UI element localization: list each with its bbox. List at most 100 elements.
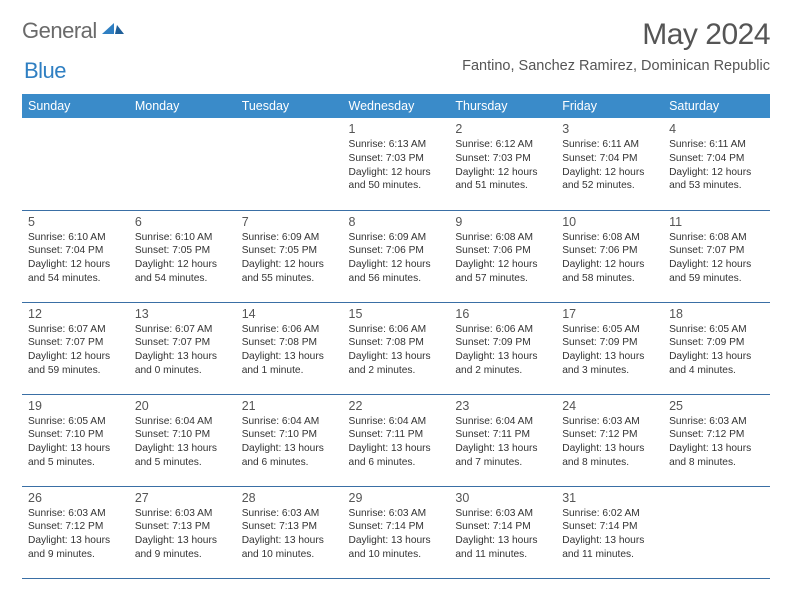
day-info: Sunrise: 6:04 AMSunset: 7:11 PMDaylight:…	[455, 415, 550, 470]
calendar-empty-cell	[663, 486, 770, 578]
calendar-week-row: 12 Sunrise: 6:07 AMSunset: 7:07 PMDayligh…	[22, 302, 770, 394]
calendar-day-cell: 31Sunrise: 6:02 AMSunset: 7:14 PMDayligh…	[556, 486, 663, 578]
calendar-day-cell: 11 Sunrise: 6:08 AMSunset: 7:07 PMDayligh…	[663, 210, 770, 302]
day-number: 23	[455, 399, 550, 413]
day-info: Sunrise: 6:11 AMSunset: 7:04 PMDaylight:…	[669, 138, 764, 193]
day-number: 12	[28, 307, 123, 321]
day-number: 10	[562, 215, 657, 229]
day-number: 4	[669, 122, 764, 136]
calendar-empty-cell	[236, 118, 343, 210]
calendar-day-cell: 9Sunrise: 6:08 AMSunset: 7:06 PMDaylight…	[449, 210, 556, 302]
day-number: 16	[455, 307, 550, 321]
calendar-header-row: SundayMondayTuesdayWednesdayThursdayFrid…	[22, 94, 770, 118]
calendar-day-cell: 30 Sunrise: 6:03 AMSunset: 7:14 PMDayligh…	[449, 486, 556, 578]
day-number: 14	[242, 307, 337, 321]
day-info: Sunrise: 6:04 AMSunset: 7:11 PMDaylight:…	[349, 415, 444, 470]
calendar-day-cell: 19 Sunrise: 6:05 AMSunset: 7:10 PMDayligh…	[22, 394, 129, 486]
calendar-table: SundayMondayTuesdayWednesdayThursdayFrid…	[22, 94, 770, 579]
day-info: Sunrise: 6:03 AMSunset: 7:14 PMDaylight:…	[455, 507, 550, 562]
day-info: Sunrise: 6:03 AMSunset: 7:12 PMDaylight:…	[562, 415, 657, 470]
calendar-week-row: 19 Sunrise: 6:05 AMSunset: 7:10 PMDayligh…	[22, 394, 770, 486]
day-info: Sunrise: 6:05 AMSunset: 7:10 PMDaylight:…	[28, 415, 123, 470]
weekday-header: Friday	[556, 94, 663, 118]
day-info: Sunrise: 6:11 AMSunset: 7:04 PMDaylight:…	[562, 138, 657, 193]
month-year-title: May 2024	[462, 18, 770, 52]
day-number: 30	[455, 491, 550, 505]
day-info: Sunrise: 6:10 AMSunset: 7:05 PMDaylight:…	[135, 231, 230, 286]
day-number: 25	[669, 399, 764, 413]
day-number: 21	[242, 399, 337, 413]
day-info: Sunrise: 6:04 AMSunset: 7:10 PMDaylight:…	[135, 415, 230, 470]
day-number: 26	[28, 491, 123, 505]
calendar-day-cell: 6 Sunrise: 6:10 AMSunset: 7:05 PMDaylight…	[129, 210, 236, 302]
calendar-day-cell: 2Sunrise: 6:12 AMSunset: 7:03 PMDaylight…	[449, 118, 556, 210]
calendar-day-cell: 12 Sunrise: 6:07 AMSunset: 7:07 PMDayligh…	[22, 302, 129, 394]
day-number: 24	[562, 399, 657, 413]
day-info: Sunrise: 6:02 AMSunset: 7:14 PMDaylight:…	[562, 507, 657, 562]
day-number: 8	[349, 215, 444, 229]
day-number: 18	[669, 307, 764, 321]
calendar-day-cell: 8 Sunrise: 6:09 AMSunset: 7:06 PMDaylight…	[343, 210, 450, 302]
day-number: 19	[28, 399, 123, 413]
day-info: Sunrise: 6:07 AMSunset: 7:07 PMDaylight:…	[28, 323, 123, 378]
day-number: 1	[349, 122, 444, 136]
calendar-day-cell: 22 Sunrise: 6:04 AMSunset: 7:11 PMDayligh…	[343, 394, 450, 486]
calendar-day-cell: 1 Sunrise: 6:13 AMSunset: 7:03 PMDaylight…	[343, 118, 450, 210]
calendar-day-cell: 3 Sunrise: 6:11 AMSunset: 7:04 PMDaylight…	[556, 118, 663, 210]
day-number: 6	[135, 215, 230, 229]
day-info: Sunrise: 6:06 AMSunset: 7:09 PMDaylight:…	[455, 323, 550, 378]
day-number: 3	[562, 122, 657, 136]
calendar-week-row: 5Sunrise: 6:10 AMSunset: 7:04 PMDaylight…	[22, 210, 770, 302]
calendar-day-cell: 5Sunrise: 6:10 AMSunset: 7:04 PMDaylight…	[22, 210, 129, 302]
calendar-day-cell: 10 Sunrise: 6:08 AMSunset: 7:06 PMDayligh…	[556, 210, 663, 302]
weekday-header: Saturday	[663, 94, 770, 118]
calendar-day-cell: 16 Sunrise: 6:06 AMSunset: 7:09 PMDayligh…	[449, 302, 556, 394]
calendar-day-cell: 15 Sunrise: 6:06 AMSunset: 7:08 PMDayligh…	[343, 302, 450, 394]
weekday-header: Wednesday	[343, 94, 450, 118]
calendar-day-cell: 21 Sunrise: 6:04 AMSunset: 7:10 PMDayligh…	[236, 394, 343, 486]
day-info: Sunrise: 6:03 AMSunset: 7:14 PMDaylight:…	[349, 507, 444, 562]
day-info: Sunrise: 6:03 AMSunset: 7:12 PMDaylight:…	[28, 507, 123, 562]
day-info: Sunrise: 6:09 AMSunset: 7:06 PMDaylight:…	[349, 231, 444, 286]
calendar-day-cell: 25 Sunrise: 6:03 AMSunset: 7:12 PMDayligh…	[663, 394, 770, 486]
day-number: 28	[242, 491, 337, 505]
day-info: Sunrise: 6:08 AMSunset: 7:07 PMDaylight:…	[669, 231, 764, 286]
day-number: 11	[669, 215, 764, 229]
calendar-body: 1 Sunrise: 6:13 AMSunset: 7:03 PMDaylight…	[22, 118, 770, 578]
day-number: 29	[349, 491, 444, 505]
day-number: 17	[562, 307, 657, 321]
title-block: May 2024 Fantino, Sanchez Ramirez, Domin…	[462, 18, 770, 74]
calendar-day-cell: 27Sunrise: 6:03 AMSunset: 7:13 PMDayligh…	[129, 486, 236, 578]
day-info: Sunrise: 6:09 AMSunset: 7:05 PMDaylight:…	[242, 231, 337, 286]
logo-text-blue: Blue	[24, 58, 66, 83]
calendar-day-cell: 18Sunrise: 6:05 AMSunset: 7:09 PMDayligh…	[663, 302, 770, 394]
day-info: Sunrise: 6:08 AMSunset: 7:06 PMDaylight:…	[455, 231, 550, 286]
weekday-header: Tuesday	[236, 94, 343, 118]
day-number: 7	[242, 215, 337, 229]
calendar-week-row: 26 Sunrise: 6:03 AMSunset: 7:12 PMDayligh…	[22, 486, 770, 578]
calendar-day-cell: 29 Sunrise: 6:03 AMSunset: 7:14 PMDayligh…	[343, 486, 450, 578]
logo-text-general: General	[22, 18, 97, 44]
day-info: Sunrise: 6:03 AMSunset: 7:12 PMDaylight:…	[669, 415, 764, 470]
logo: General	[22, 18, 127, 44]
day-info: Sunrise: 6:03 AMSunset: 7:13 PMDaylight:…	[242, 507, 337, 562]
day-number: 22	[349, 399, 444, 413]
day-info: Sunrise: 6:10 AMSunset: 7:04 PMDaylight:…	[28, 231, 123, 286]
weekday-header: Monday	[129, 94, 236, 118]
calendar-day-cell: 28 Sunrise: 6:03 AMSunset: 7:13 PMDayligh…	[236, 486, 343, 578]
calendar-day-cell: 23 Sunrise: 6:04 AMSunset: 7:11 PMDayligh…	[449, 394, 556, 486]
calendar-day-cell: 7 Sunrise: 6:09 AMSunset: 7:05 PMDaylight…	[236, 210, 343, 302]
calendar-day-cell: 13Sunrise: 6:07 AMSunset: 7:07 PMDayligh…	[129, 302, 236, 394]
day-number: 15	[349, 307, 444, 321]
weekday-header: Sunday	[22, 94, 129, 118]
day-info: Sunrise: 6:04 AMSunset: 7:10 PMDaylight:…	[242, 415, 337, 470]
day-info: Sunrise: 6:13 AMSunset: 7:03 PMDaylight:…	[349, 138, 444, 193]
day-info: Sunrise: 6:08 AMSunset: 7:06 PMDaylight:…	[562, 231, 657, 286]
day-number: 2	[455, 122, 550, 136]
calendar-day-cell: 24 Sunrise: 6:03 AMSunset: 7:12 PMDayligh…	[556, 394, 663, 486]
day-info: Sunrise: 6:06 AMSunset: 7:08 PMDaylight:…	[349, 323, 444, 378]
logo-flag-icon	[102, 20, 124, 43]
weekday-header: Thursday	[449, 94, 556, 118]
calendar-day-cell: 26 Sunrise: 6:03 AMSunset: 7:12 PMDayligh…	[22, 486, 129, 578]
calendar-day-cell: 4 Sunrise: 6:11 AMSunset: 7:04 PMDaylight…	[663, 118, 770, 210]
